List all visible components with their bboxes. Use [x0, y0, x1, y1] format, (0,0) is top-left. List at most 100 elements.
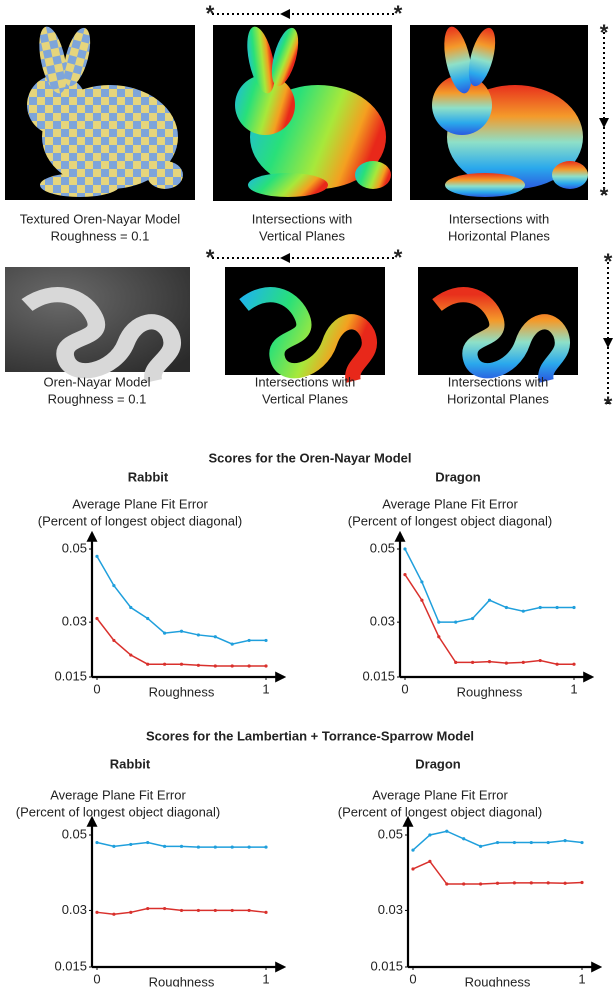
x-tick-label: 1 — [262, 681, 269, 696]
section-heading: Scores for the Oren-Nayar Model — [209, 450, 412, 465]
data-point — [530, 881, 533, 884]
data-point — [197, 909, 200, 912]
data-point — [248, 664, 251, 667]
figure: * * * * * * * * Textured Oren-Nayar Mode… — [0, 0, 613, 987]
data-point — [180, 630, 183, 633]
data-point — [556, 663, 559, 666]
x-tick-label: 0 — [93, 971, 100, 986]
data-point — [420, 599, 423, 602]
y-tick-label: 0.03 — [370, 614, 395, 629]
x-axis-label: Roughness — [457, 684, 523, 699]
data-point — [197, 664, 200, 667]
panel-caption: Vertical Planes — [259, 228, 345, 243]
panel-caption: Horizontal Planes — [448, 228, 550, 243]
y-tick-label: 0.03 — [62, 902, 87, 917]
x-tick-label: 0 — [93, 681, 100, 696]
svg-text:*: * — [206, 245, 215, 270]
data-point — [146, 617, 149, 620]
series-line — [413, 861, 582, 884]
svg-text:*: * — [600, 183, 609, 208]
data-point — [231, 642, 234, 645]
data-point — [564, 882, 567, 885]
data-point — [513, 881, 516, 884]
section-heading: Scores for the Lambertian + Torrance-Spa… — [146, 728, 474, 743]
data-point — [556, 606, 559, 609]
data-point — [547, 841, 550, 844]
panel-caption: Horizontal Planes — [447, 391, 549, 406]
y-tick-label: 0.05 — [62, 826, 87, 841]
chart-title: Rabbit — [128, 469, 169, 484]
y-tick-label: 0.015 — [362, 668, 395, 683]
data-point — [180, 909, 183, 912]
y-axis-label: (Percent of longest object diagonal) — [16, 804, 221, 819]
panel-caption: Textured Oren-Nayar Model — [20, 211, 181, 226]
data-point — [197, 845, 200, 848]
data-point — [248, 845, 251, 848]
data-point — [428, 860, 431, 863]
series-line — [405, 549, 574, 622]
panel-caption: Intersections with — [255, 374, 355, 389]
data-point — [580, 881, 583, 884]
data-point — [129, 911, 132, 914]
data-point — [428, 833, 431, 836]
svg-text:*: * — [394, 1, 403, 26]
data-point — [454, 661, 457, 664]
data-point — [146, 841, 149, 844]
x-axis-label: Roughness — [465, 974, 531, 987]
textured-bunny-render — [5, 24, 195, 200]
y-axis-label: Average Plane Fit Error — [372, 787, 508, 802]
data-point — [454, 621, 457, 624]
panel-caption: Oren-Nayar Model — [44, 374, 151, 389]
x-tick-label: 0 — [409, 971, 416, 986]
data-point — [479, 845, 482, 848]
data-point — [505, 662, 508, 665]
svg-text:*: * — [394, 245, 403, 270]
svg-text:*: * — [206, 1, 215, 26]
chart-title: Dragon — [435, 469, 481, 484]
svg-text:*: * — [604, 249, 613, 274]
data-point — [112, 913, 115, 916]
series-line — [405, 575, 574, 665]
vertical-intersection-dragon — [225, 267, 385, 381]
horizontal-plane-arrow: * * — [603, 249, 613, 417]
data-point — [163, 663, 166, 666]
data-point — [264, 911, 267, 914]
data-point — [129, 653, 132, 656]
y-axis-label: Average Plane Fit Error — [382, 496, 518, 511]
data-point — [522, 610, 525, 613]
data-point — [95, 555, 98, 558]
horizontal-intersection-bunny — [410, 24, 588, 200]
chart-title: Dragon — [415, 756, 461, 771]
data-point — [462, 882, 465, 885]
data-point — [95, 841, 98, 844]
data-point — [572, 606, 575, 609]
data-point — [522, 661, 525, 664]
y-axis-label: (Percent of longest object diagonal) — [348, 513, 553, 528]
y-tick-label: 0.05 — [370, 540, 395, 555]
data-point — [214, 664, 217, 667]
data-point — [146, 907, 149, 910]
data-point — [112, 845, 115, 848]
data-point — [437, 621, 440, 624]
data-point — [180, 845, 183, 848]
panel-caption: Intersections with — [448, 374, 548, 389]
x-axis-label: Roughness — [149, 974, 215, 987]
data-point — [231, 909, 234, 912]
data-point — [163, 845, 166, 848]
data-point — [95, 911, 98, 914]
x-tick-label: 1 — [262, 971, 269, 986]
page: * * * * * * * * Textured Oren-Nayar Mode… — [0, 0, 613, 987]
y-tick-label: 0.05 — [378, 826, 403, 841]
data-point — [231, 664, 234, 667]
y-tick-label: 0.015 — [54, 958, 87, 973]
data-point — [146, 663, 149, 666]
data-point — [248, 639, 251, 642]
data-point — [530, 841, 533, 844]
y-axis-label: (Percent of longest object diagonal) — [338, 804, 543, 819]
x-tick-label: 1 — [570, 681, 577, 696]
data-point — [214, 909, 217, 912]
data-point — [231, 845, 234, 848]
data-point — [403, 573, 406, 576]
series-line — [413, 831, 582, 850]
panel-caption: Roughness = 0.1 — [51, 228, 150, 243]
